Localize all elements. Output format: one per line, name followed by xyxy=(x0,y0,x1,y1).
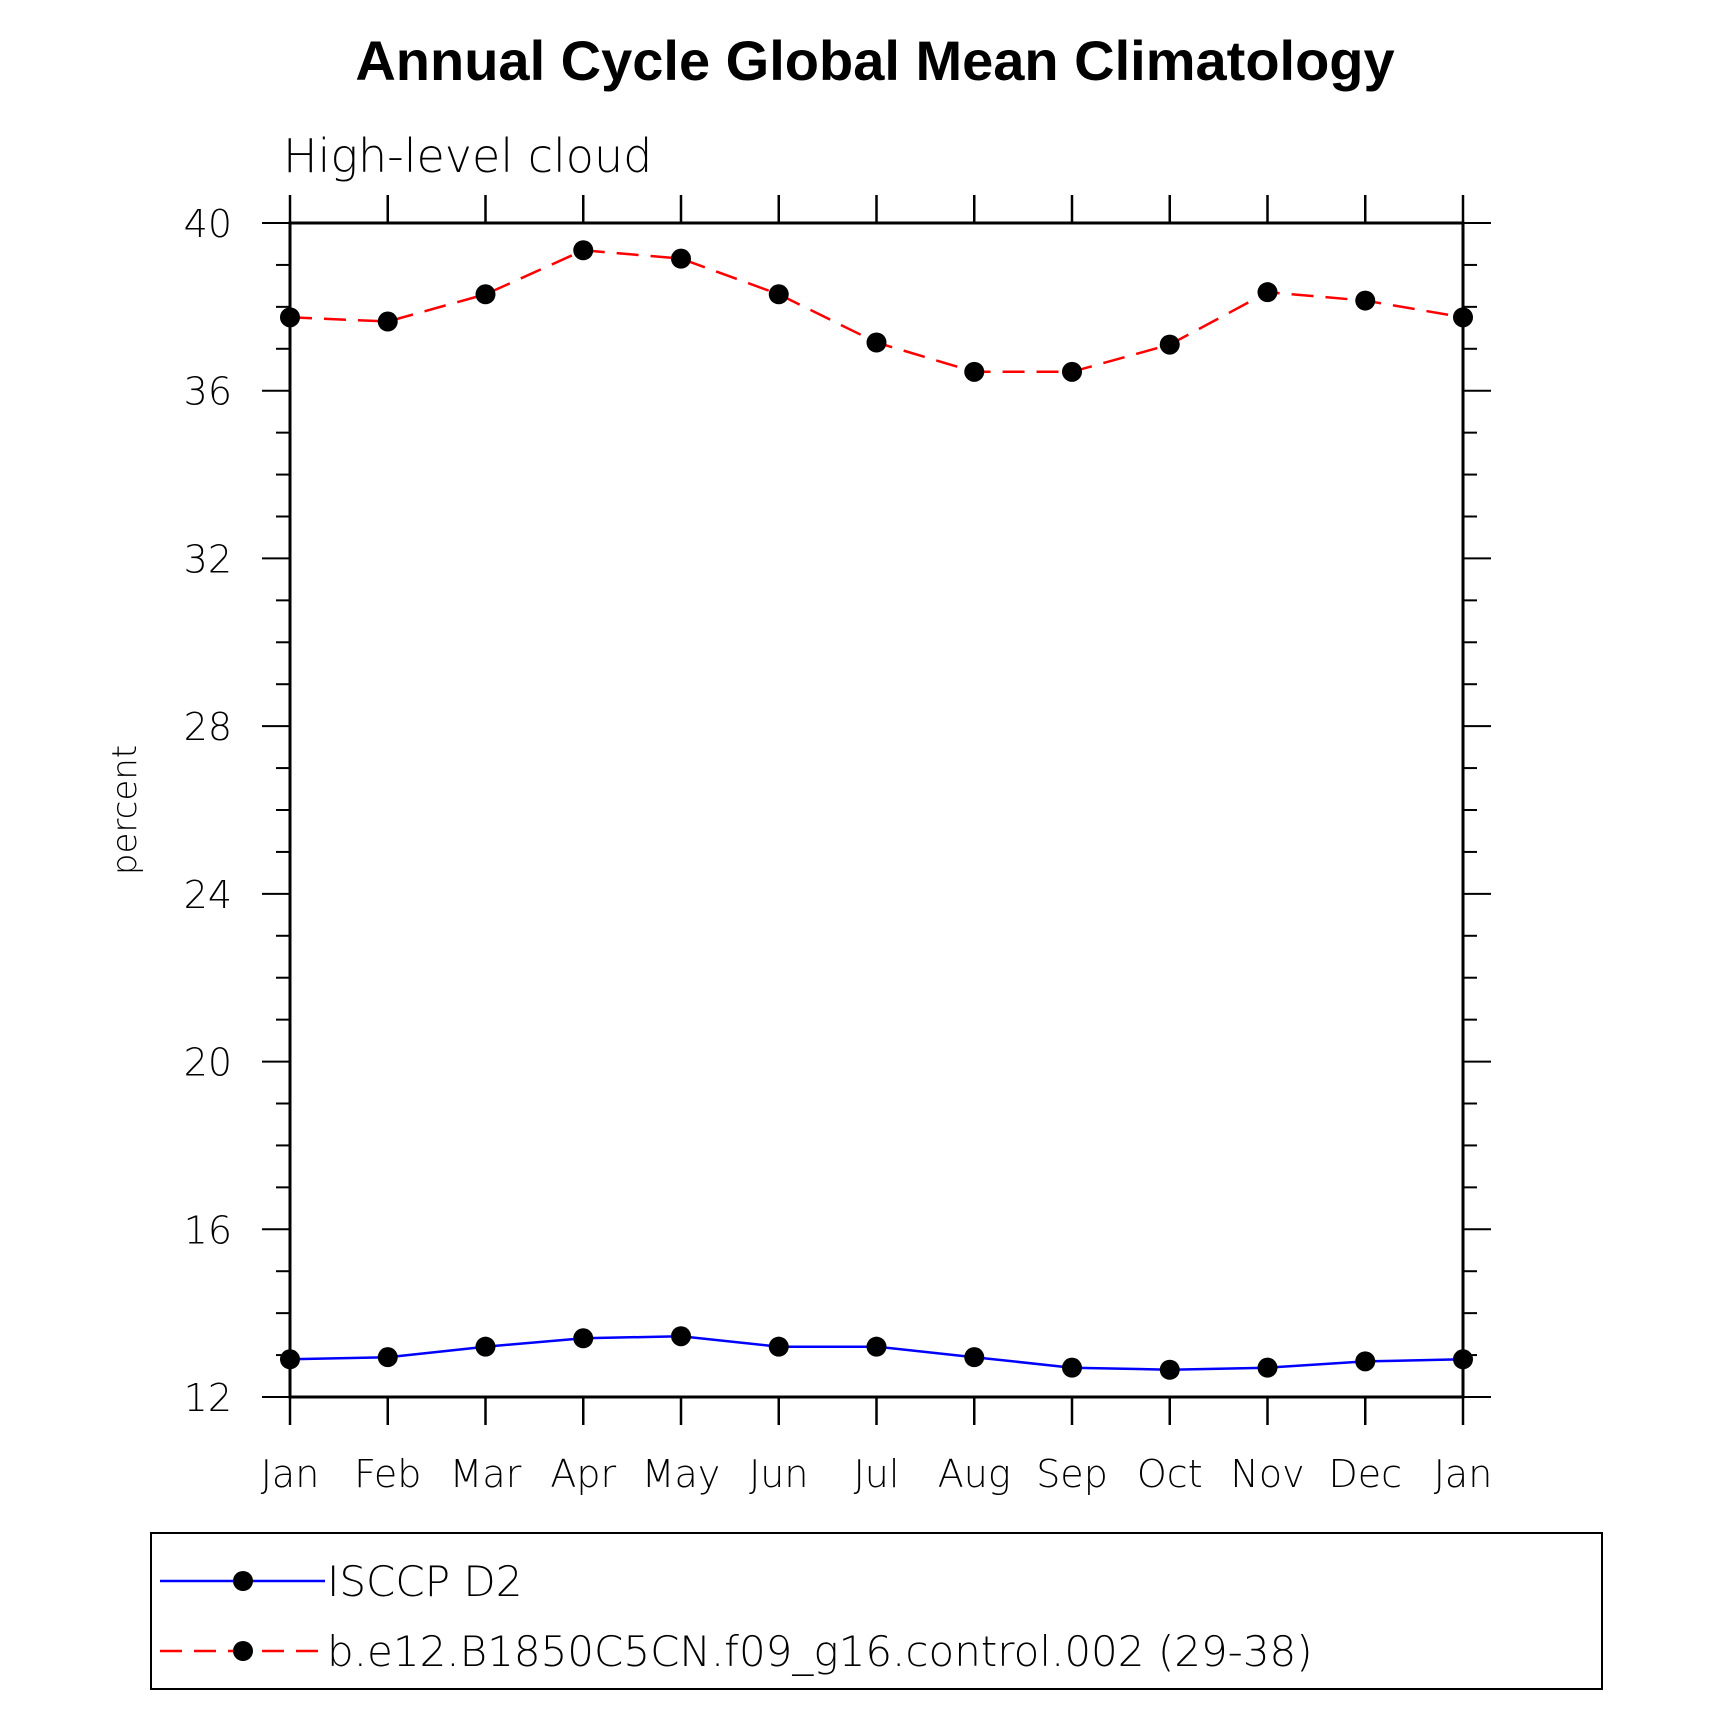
data-point-0 xyxy=(1453,1349,1473,1370)
x-tick-label: Dec xyxy=(1328,1452,1402,1496)
x-tick-label: Aug xyxy=(938,1452,1011,1496)
x-tick-labels: Jan Feb Mar Apr May Jun Jul Aug Sep Oct Nov Dec Jan xyxy=(261,1452,1493,1496)
y-tick-label: 16 xyxy=(184,1208,232,1252)
data-point-0 xyxy=(964,1347,985,1368)
x-tick-label: Jan xyxy=(1434,1452,1493,1496)
data-point-1 xyxy=(475,284,496,305)
x-tick-label: Jun xyxy=(749,1452,808,1496)
x-tick-label: Nov xyxy=(1230,1452,1304,1496)
data-point-1 xyxy=(377,311,398,332)
data-point-1 xyxy=(1257,282,1278,303)
x-tick-label: Jan xyxy=(261,1452,320,1496)
y-tick-label: 36 xyxy=(184,370,232,414)
data-point-0 xyxy=(1159,1359,1180,1380)
data-point-0 xyxy=(768,1336,789,1357)
legend-label-0: ISCCP D2 xyxy=(327,1557,522,1606)
y-axis-label: percent xyxy=(105,745,145,875)
x-tick-label: Feb xyxy=(354,1452,421,1496)
data-point-0 xyxy=(1355,1351,1376,1372)
y-tick-label: 20 xyxy=(184,1041,232,1085)
data-point-0 xyxy=(866,1336,887,1357)
data-point-0 xyxy=(280,1349,300,1370)
legend-box xyxy=(150,1532,1603,1690)
y-tick-label: 24 xyxy=(184,873,232,917)
legend-marker-1 xyxy=(233,1641,253,1661)
y-tick-label: 32 xyxy=(184,537,232,581)
data-point-1 xyxy=(280,307,300,328)
data-point-0 xyxy=(671,1326,691,1347)
data-point-1 xyxy=(768,284,789,305)
data-point-1 xyxy=(866,332,887,353)
plot-frame xyxy=(288,221,1465,1399)
y-tick-label: 12 xyxy=(184,1376,232,1420)
data-point-1 xyxy=(1062,361,1082,382)
x-tick-label: Jul xyxy=(854,1452,900,1496)
x-tick-label: Sep xyxy=(1036,1452,1108,1496)
x-tick-label: May xyxy=(642,1452,721,1496)
chart-title: Annual Cycle Global Mean Climatology xyxy=(355,29,1394,92)
x-tick-label: Oct xyxy=(1137,1452,1203,1496)
series-points xyxy=(280,240,1473,1380)
data-point-1 xyxy=(1453,307,1473,328)
data-point-1 xyxy=(1159,334,1180,355)
data-point-0 xyxy=(1257,1357,1278,1378)
legend-label-1: b.e12.B1850C5CN.f09_g16.control.002 (29-… xyxy=(327,1627,1313,1676)
y-tick-labels: 12 16 20 24 28 32 36 40 xyxy=(184,202,232,1420)
data-point-0 xyxy=(377,1347,398,1368)
data-point-1 xyxy=(573,240,594,261)
x-tick-label: Mar xyxy=(450,1452,522,1496)
data-point-0 xyxy=(573,1328,594,1349)
legend-marker-0 xyxy=(233,1571,253,1591)
data-point-0 xyxy=(1062,1357,1082,1378)
data-point-1 xyxy=(964,361,985,382)
y-tick-label: 28 xyxy=(184,705,232,749)
axis-ticks xyxy=(262,195,1491,1425)
data-point-1 xyxy=(1355,290,1376,311)
data-point-0 xyxy=(475,1336,496,1357)
data-point-1 xyxy=(671,248,691,269)
series-lines xyxy=(289,249,1464,1371)
chart-subtitle: High-level cloud xyxy=(283,129,652,183)
x-tick-label: Apr xyxy=(550,1452,616,1496)
series-line-1 xyxy=(289,249,1464,374)
legend: ISCCP D2 b.e12.B1850C5CN.f09_g16.control.… xyxy=(160,1557,1313,1676)
y-tick-label: 40 xyxy=(184,202,232,246)
